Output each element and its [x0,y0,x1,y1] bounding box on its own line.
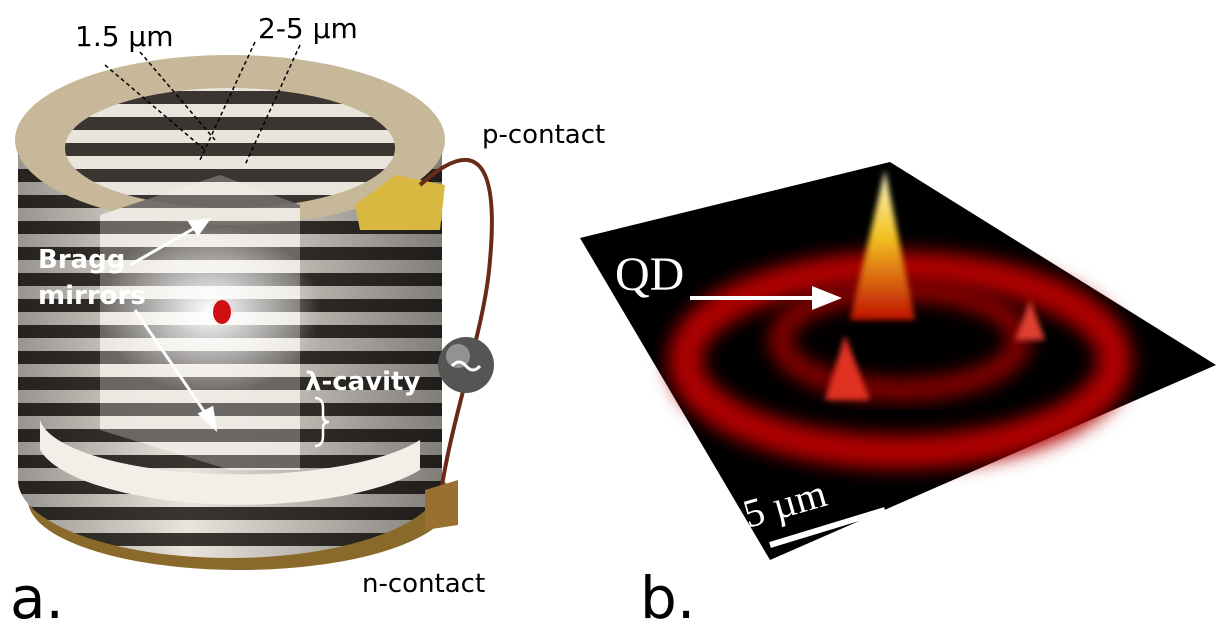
qd-label: QD [615,248,684,301]
panel-label: b. [640,564,695,626]
contact-label: p-contact [482,120,605,150]
dimension-label: 2-5 µm [258,12,358,45]
panel-label: a. [10,564,64,626]
dimension-label: 1.5 µm [75,20,174,53]
cavity-label: λ-cavity [305,367,420,397]
pl-map [580,162,1216,560]
figure: 1.5 µm 2-5 µm p-contact Bragg mirrors λ-… [0,0,1216,626]
contact-label: n-contact [362,569,485,599]
mirror-label: mirrors [38,281,146,311]
mirror-label: Bragg [38,245,125,275]
